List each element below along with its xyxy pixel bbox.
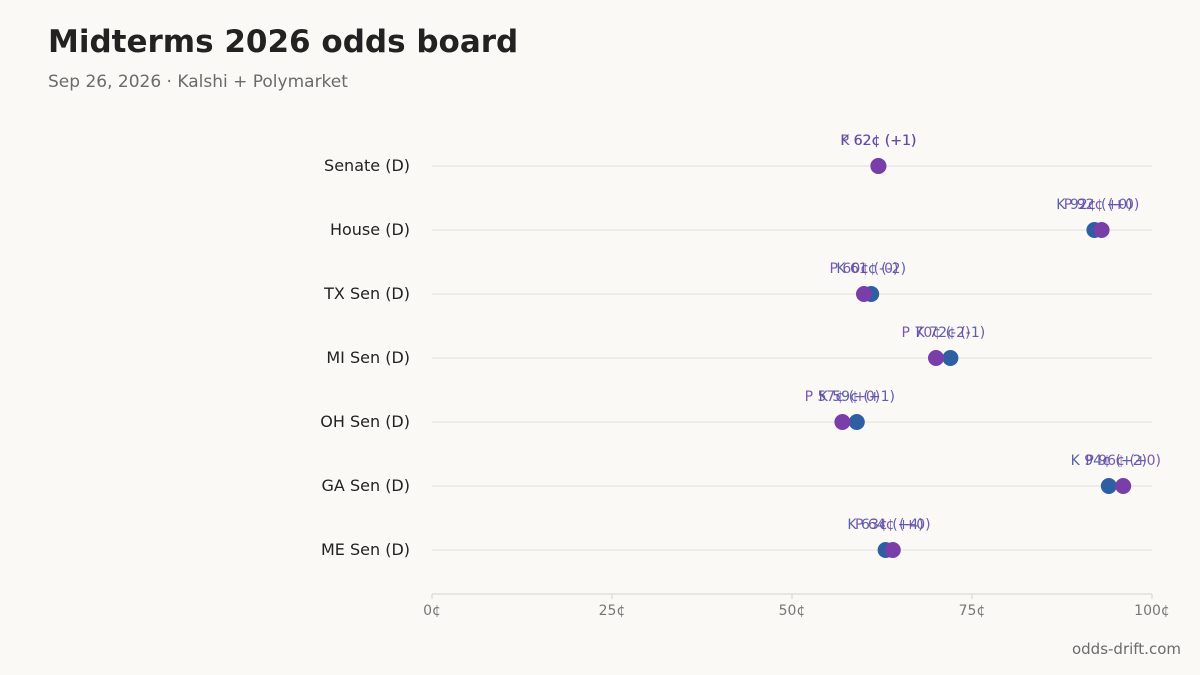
x-tick-label: 0¢ [423, 603, 441, 619]
row-label: TX Sen (D) [323, 284, 410, 303]
row-label: OH Sen (D) [320, 412, 410, 431]
row-label: GA Sen (D) [322, 476, 410, 495]
chart-title: Midterms 2026 odds board [48, 24, 519, 60]
grid-layer [432, 165, 1152, 551]
kalshi-point-label: K 61¢ (-2) [836, 261, 906, 277]
x-axis: 0¢ 25¢ 50¢ 75¢ 100¢ [423, 593, 1170, 619]
polymarket-point [1115, 478, 1132, 494]
polymarket-point-label: P 92¢ (+0) [1064, 197, 1140, 213]
x-tick-label: 25¢ [599, 603, 626, 619]
kalshi-point-label: K 62¢ (+1) [840, 133, 916, 149]
polymarket-point [884, 542, 901, 558]
point-layer [834, 158, 1132, 558]
polymarket-point-label: P 60¢ (-0) [830, 261, 899, 277]
kalshi-point-label: K 63¢ (+4) [847, 517, 923, 533]
chart-subtitle: Sep 26, 2026 · Kalshi + Polymarket [48, 72, 348, 92]
row-label: Senate (D) [324, 156, 410, 175]
kalshi-point-label: K 72¢ (-1) [916, 325, 986, 341]
kalshi-point-label: K 94¢ (+2) [1071, 453, 1147, 469]
row-label-layer: Senate (D) House (D) TX Sen (D) MI Sen (D) O… [320, 156, 410, 559]
row-label: House (D) [330, 220, 410, 239]
kalshi-point [848, 414, 865, 430]
kalshi-point-label: K 92¢ (+0) [1056, 197, 1132, 213]
row-label: MI Sen (D) [326, 348, 410, 367]
polymarket-point-label: P 64¢ (+0) [855, 517, 931, 533]
row-label: ME Sen (D) [321, 540, 410, 559]
source-credit: odds-drift.com [1071, 640, 1181, 658]
kalshi-point [942, 350, 959, 366]
kalshi-point-label: K 59¢ (+1) [819, 389, 895, 405]
x-tick-label: 75¢ [959, 603, 986, 619]
x-tick-label: 50¢ [779, 603, 806, 619]
kalshi-point [1100, 478, 1117, 494]
polymarket-point-label: P 57¢ (+0) [805, 389, 881, 405]
polymarket-point [928, 350, 944, 366]
point-label-layer: K 62¢ (+1) K 92¢ (+0) K 61¢ (-2) K 72¢ (-1)… [805, 133, 1161, 533]
x-tick-label: 100¢ [1134, 603, 1170, 619]
polymarket-point [1093, 222, 1110, 238]
polymarket-point-label: P 62¢ (+1) [841, 133, 917, 149]
polymarket-point [870, 158, 887, 174]
polymarket-point-label: P 96¢ (+0) [1085, 453, 1161, 469]
polymarket-point [834, 414, 851, 430]
polymarket-point [856, 286, 872, 302]
polymarket-point-label: P 70¢ (-2) [902, 325, 971, 341]
